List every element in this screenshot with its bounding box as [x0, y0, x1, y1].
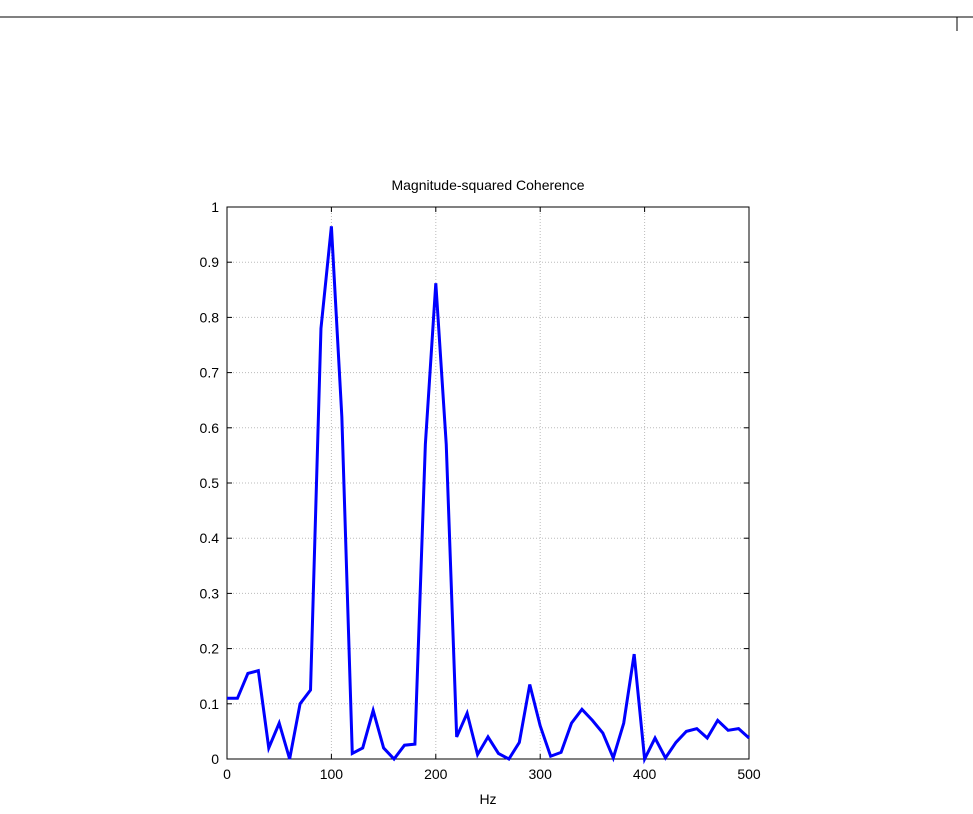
- x-axis-label: Hz: [479, 791, 496, 807]
- chart-title: Magnitude-squared Coherence: [391, 177, 584, 193]
- data-line: [227, 226, 751, 765]
- x-tick-label: 400: [633, 766, 657, 782]
- y-tick-label: 0.6: [200, 420, 220, 436]
- x-tick-label: 300: [529, 766, 553, 782]
- plot-frame: [226, 206, 750, 760]
- y-tick-label: 0: [211, 751, 219, 767]
- y-tick-label: 0.4: [200, 530, 220, 546]
- y-tick-label: 0.2: [200, 641, 220, 657]
- y-tick-label: 0.5: [200, 475, 220, 491]
- x-tick-label: 100: [320, 766, 344, 782]
- y-tick-label: 0.3: [200, 585, 220, 601]
- y-tick-label: 0.9: [200, 254, 220, 270]
- x-tick-label: 500: [737, 766, 761, 782]
- x-tick-label: 0: [223, 766, 231, 782]
- y-tick-label: 0.1: [200, 696, 220, 712]
- y-tick-label: 1: [211, 199, 219, 215]
- y-tick-label: 0.8: [200, 309, 220, 325]
- y-tick-label: 0.7: [200, 365, 220, 381]
- x-tick-label: 200: [424, 766, 448, 782]
